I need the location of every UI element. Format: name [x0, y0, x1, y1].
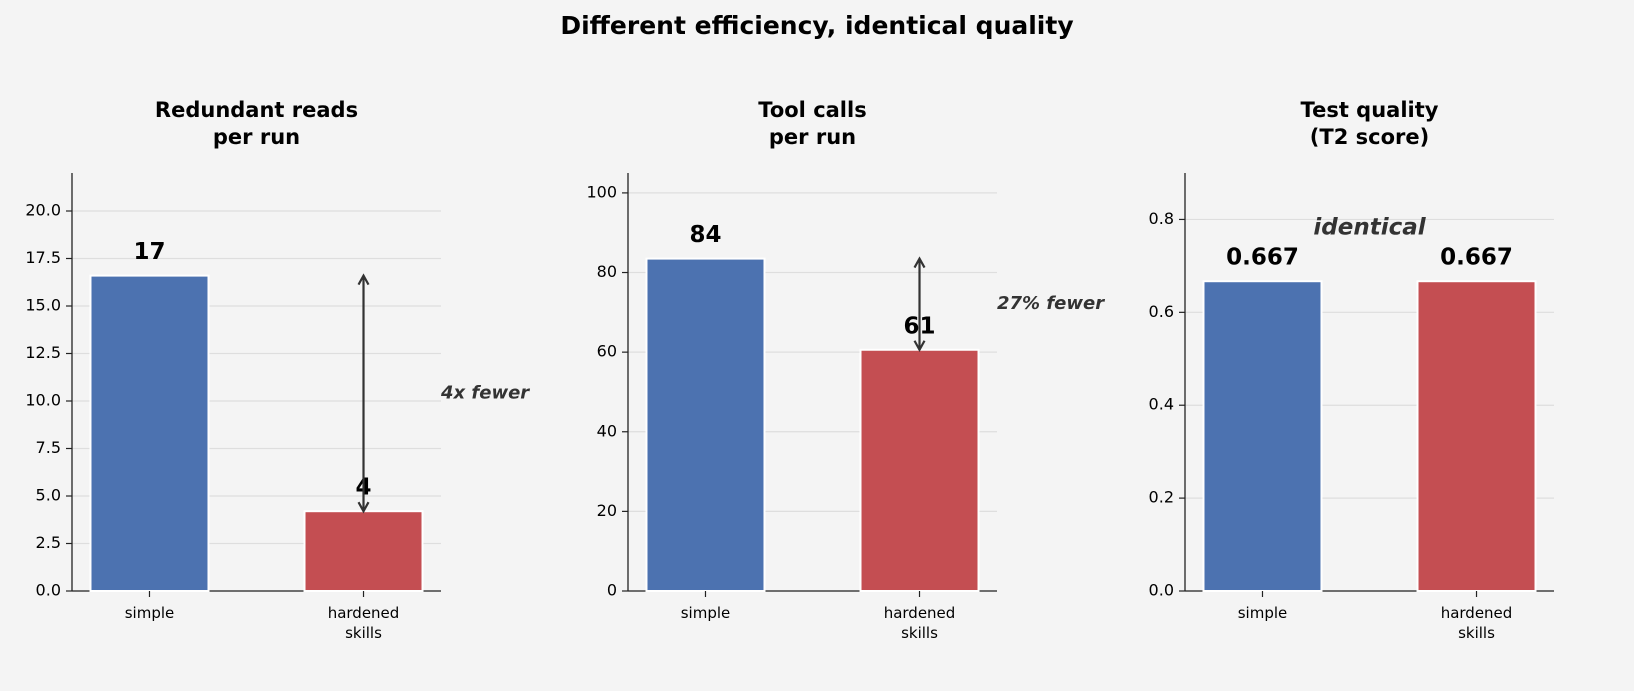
value-label: 84	[689, 222, 721, 248]
y-tick-label: 0.2	[1149, 488, 1174, 507]
y-tick-label: 0	[607, 581, 617, 600]
y-tick-label: 40	[597, 421, 617, 440]
y-tick-label: 0.4	[1149, 395, 1174, 414]
x-tick-label: simple	[680, 604, 731, 622]
arrow-head	[357, 273, 370, 286]
x-tick-label: hardened skills	[1440, 604, 1513, 642]
arrow-head	[357, 501, 370, 514]
y-tick-label: 7.5	[36, 438, 61, 457]
x-tick-label: hardened skills	[883, 604, 956, 642]
y-tick-label: 15.0	[25, 296, 61, 315]
y-tick-label: 17.5	[25, 248, 61, 267]
subplot-title: Redundant reads per run	[154, 98, 359, 150]
value-label: 17	[133, 239, 165, 265]
y-tick-label: 20.0	[25, 201, 61, 220]
arrow-head	[913, 340, 926, 353]
value-label: 0.667	[1440, 245, 1513, 271]
bar	[859, 348, 980, 592]
value-label: 0.667	[1226, 245, 1299, 271]
arrow-head	[913, 256, 926, 269]
annotation: 27% fewer	[997, 293, 1105, 314]
subplot-title: Tool calls per run	[758, 98, 867, 150]
y-tick-label: 2.5	[36, 533, 61, 552]
y-tick-label: 5.0	[36, 486, 61, 505]
x-tick-label: simple	[124, 604, 175, 622]
y-tick-label: 0.0	[36, 581, 61, 600]
bar	[1202, 280, 1323, 592]
y-tick-label: 60	[597, 342, 617, 361]
y-tick-label: 100	[586, 182, 617, 201]
y-tick-label: 0.8	[1149, 209, 1174, 228]
x-tick-label: hardened skills	[327, 604, 400, 642]
bar	[89, 274, 210, 592]
annotation: 4x fewer	[440, 382, 530, 403]
bar	[303, 510, 424, 593]
y-tick-label: 12.5	[25, 343, 61, 362]
subplot-title: Test quality (T2 score)	[1300, 98, 1439, 150]
x-tick-label: simple	[1237, 604, 1288, 622]
figure-title: Different efficiency, identical quality	[560, 11, 1073, 40]
y-tick-label: 10.0	[25, 391, 61, 410]
annotation: identical	[1313, 215, 1426, 241]
bar	[1416, 280, 1537, 592]
y-tick-label: 0.0	[1149, 581, 1174, 600]
bar	[645, 257, 766, 592]
y-tick-label: 80	[597, 262, 617, 281]
y-tick-label: 20	[597, 501, 617, 520]
y-tick-label: 0.6	[1149, 302, 1174, 321]
